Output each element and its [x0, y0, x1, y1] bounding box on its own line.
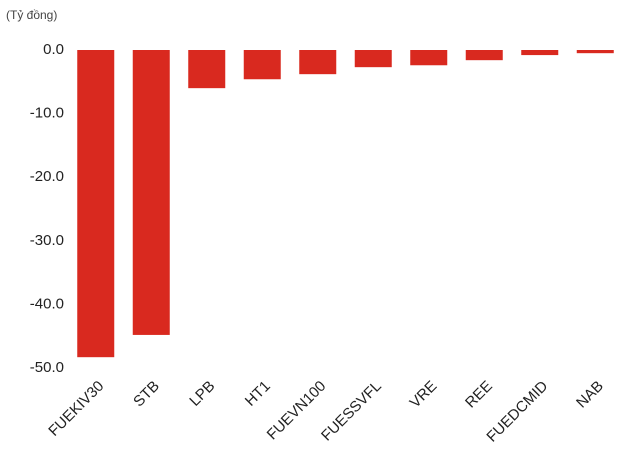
- x-tick-label: VRE: [407, 378, 441, 412]
- x-tick-label: FUESSVFL: [318, 378, 385, 445]
- y-tick-label: 0.0: [43, 41, 64, 58]
- x-tick-label: FUEKIV30: [45, 378, 107, 440]
- bar: [576, 50, 614, 54]
- bar: [243, 50, 281, 80]
- y-axis-label: (Tỷ đồng): [6, 8, 57, 22]
- bar: [188, 50, 226, 89]
- bar: [410, 50, 448, 66]
- y-tick-label: -10.0: [30, 105, 64, 122]
- y-tick-label: -20.0: [30, 168, 64, 185]
- x-tick-label: STB: [130, 378, 163, 411]
- bar: [77, 50, 115, 358]
- x-tick-label: NAB: [573, 378, 607, 412]
- bar: [299, 50, 337, 75]
- y-tick-label: -40.0: [30, 295, 64, 312]
- y-tick-label: -30.0: [30, 232, 64, 249]
- x-tick-label: HT1: [242, 378, 274, 410]
- y-tick-label: -50.0: [30, 359, 64, 376]
- bar: [132, 50, 170, 335]
- x-tick-label: REE: [462, 378, 496, 412]
- bar: [465, 50, 503, 61]
- bar: [354, 50, 392, 68]
- bar: [521, 50, 559, 56]
- x-tick-label: LPB: [186, 378, 218, 410]
